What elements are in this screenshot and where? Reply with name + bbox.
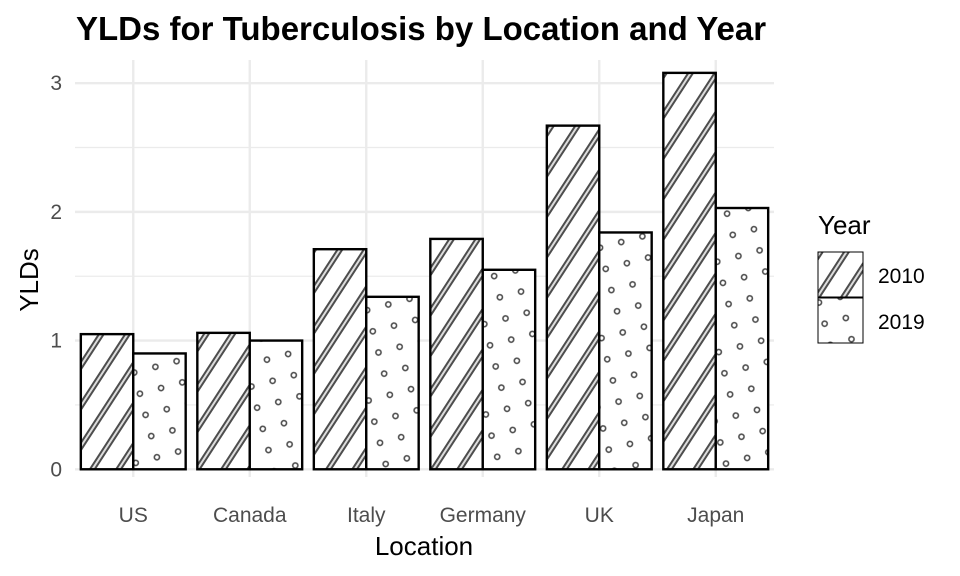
y-tick-label: 0 xyxy=(50,458,62,481)
bar-canada-2019 xyxy=(248,339,304,471)
y-tick-label: 2 xyxy=(50,201,62,224)
x-tick-label: Canada xyxy=(213,504,287,527)
legend-label-2010: 2010 xyxy=(878,265,925,288)
bar-germany-2019 xyxy=(481,268,537,471)
legend-key-2010 xyxy=(817,251,864,298)
x-tick-label: Germany xyxy=(440,504,527,527)
legend-key-2019 xyxy=(817,297,864,344)
bars xyxy=(79,71,770,471)
x-tick-label: Italy xyxy=(347,504,386,527)
y-axis-ticks: 0 1 2 3 xyxy=(50,72,62,481)
bar-japan-2010 xyxy=(662,71,717,471)
bar-uk-2019 xyxy=(598,231,653,471)
chart-title: YLDs for Tuberculosis by Location and Ye… xyxy=(76,10,766,47)
bar-germany-2010 xyxy=(429,237,484,471)
bar-italy-2010 xyxy=(312,247,368,471)
x-tick-label: US xyxy=(119,504,148,527)
x-tick-label: UK xyxy=(585,504,614,527)
x-axis-title: Location xyxy=(375,531,473,561)
bar-us-2010 xyxy=(79,332,135,471)
bar-japan-2019 xyxy=(714,206,770,471)
x-tick-label: Japan xyxy=(687,504,744,527)
y-tick-label: 3 xyxy=(50,72,62,95)
bar-us-2019 xyxy=(132,352,187,471)
bar-italy-2019 xyxy=(365,295,420,471)
y-axis-title: YLDs xyxy=(14,248,44,312)
legend-label-2019: 2019 xyxy=(878,311,925,334)
y-tick-label: 1 xyxy=(50,330,62,353)
x-axis-ticks: US Canada Italy Germany UK Japan xyxy=(119,504,745,527)
bar-uk-2010 xyxy=(545,124,601,471)
legend-title: Year xyxy=(818,210,871,240)
bar-canada-2010 xyxy=(196,331,251,471)
legend: Year 2010 2019 xyxy=(817,210,925,344)
grid-minor xyxy=(75,146,774,406)
